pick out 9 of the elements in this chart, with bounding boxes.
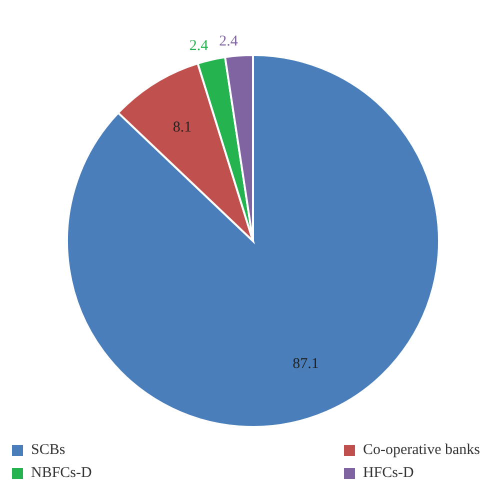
legend-label: Co-operative banks — [362, 442, 480, 459]
data-label: 2.4 — [219, 34, 238, 50]
data-label: 2.4 — [189, 38, 209, 54]
legend-label: SCBs — [31, 442, 66, 459]
legend-label: NBFCs-D — [31, 465, 92, 482]
data-label: 8.1 — [172, 119, 192, 136]
legend-label: HFCs-D — [362, 465, 414, 482]
pie-slice — [66, 54, 440, 428]
data-label: 87.1 — [292, 356, 319, 372]
